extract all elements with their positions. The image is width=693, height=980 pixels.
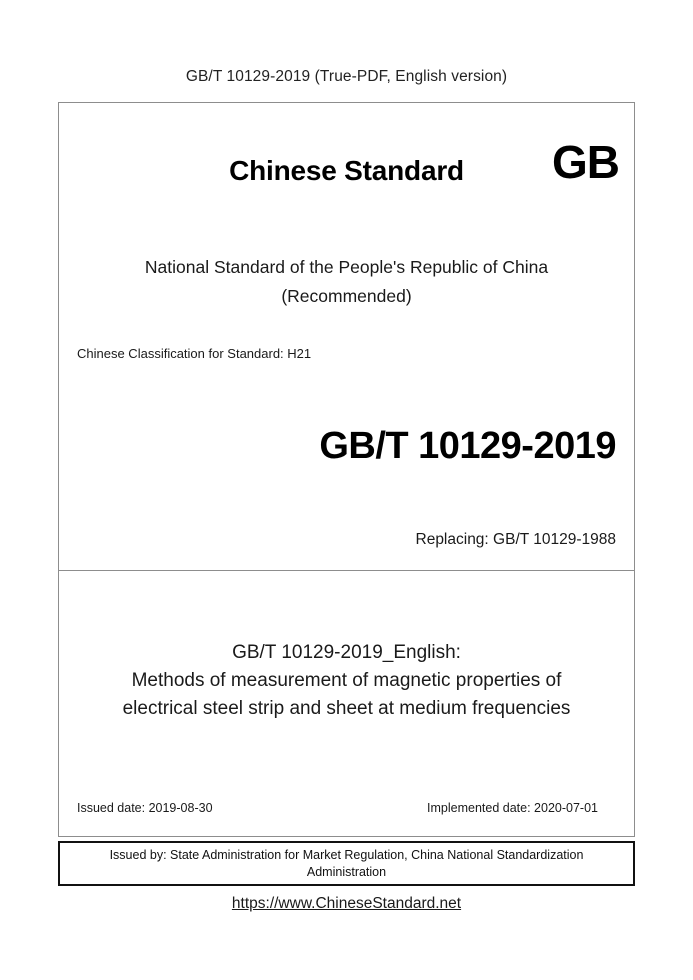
title-line-2: Methods of measurement of magnetic prope… [131,670,562,691]
gb-logo: GB [552,136,620,188]
title-line-3: electrical steel strip and sheet at medi… [122,698,571,719]
issuer-box: Issued by: State Administration for Mark… [58,841,635,886]
issuer-line-1: Issued by: State Administration for Mark… [109,847,584,862]
standard-number: GB/T 10129-2019 [319,425,616,467]
national-standard-line-2: (Recommended) [281,286,412,306]
implemented-date: Implemented date: 2020-07-01 [427,801,598,815]
date-row: Issued date: 2019-08-30 Implemented date… [77,801,616,815]
replacing-standard: Replacing: GB/T 10129-1988 [415,531,617,548]
issued-date: Issued date: 2019-08-30 [77,801,213,815]
title-line-1: GB/T 10129-2019_English: [232,642,461,663]
cover-upper-section: Chinese Standard GB National Standard of… [59,103,634,571]
standard-title-block: GB/T 10129-2019_English: Methods of meas… [73,639,620,723]
issuer-line-2: Administration [306,864,387,879]
issuer-text: Issued by: State Administration for Mark… [74,847,619,881]
source-website-link[interactable]: https://www.ChineseStandard.net [231,895,462,912]
cover-frame: Chinese Standard GB National Standard of… [58,102,635,837]
cover-lower-section: GB/T 10129-2019_English: Methods of meas… [59,571,634,836]
document-caption: GB/T 10129-2019 (True-PDF, English versi… [185,68,508,85]
national-standard-line-1: National Standard of the People's Republ… [144,257,549,277]
standard-heading: Chinese Standard [229,155,464,186]
national-standard-text: National Standard of the People's Republ… [59,253,634,311]
classification-code: Chinese Classification for Standard: H21 [77,346,312,361]
